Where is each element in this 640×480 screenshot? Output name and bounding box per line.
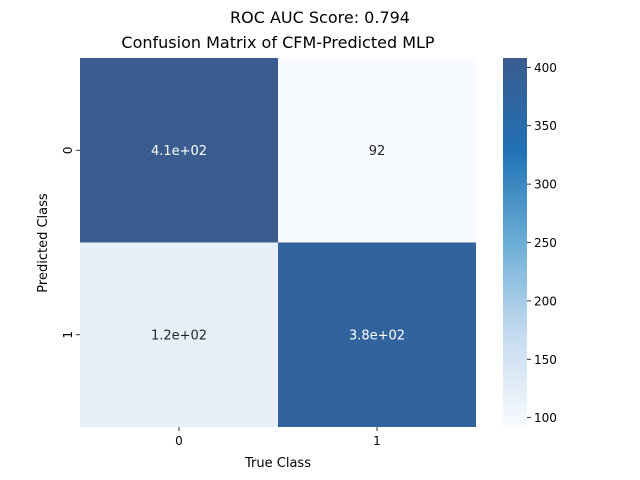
cell-annotation-1-0: 1.2e+02	[151, 328, 207, 343]
colorbar-tick-label: 400	[534, 61, 557, 75]
colorbar-tick-label: 250	[534, 236, 557, 250]
y-axis: 01	[61, 146, 80, 339]
y-axis-label: Predicted Class	[36, 193, 51, 293]
cell-annotations: 4.1e+02 92 1.2e+02 3.8e+02	[151, 144, 405, 344]
cell-annotation-0-0: 4.1e+02	[151, 144, 207, 159]
colorbar-tick-label: 100	[534, 411, 557, 425]
colorbar-tick-label: 200	[534, 294, 557, 308]
colorbar-tick-label: 300	[534, 178, 557, 192]
x-tick-label: 1	[373, 434, 381, 448]
heatmap-cells	[80, 58, 476, 427]
colorbar-tick-label: 350	[534, 119, 557, 133]
cell-annotation-1-1: 3.8e+02	[349, 328, 405, 343]
chart-title: Confusion Matrix of CFM-Predicted MLP	[121, 33, 435, 52]
heatmap-cell-1-0	[80, 242, 278, 427]
heatmap-cell-0-1	[278, 58, 476, 243]
x-axis-label: True Class	[244, 456, 311, 471]
suptitle: ROC AUC Score: 0.794	[230, 8, 410, 27]
y-tick-label: 1	[61, 331, 75, 339]
colorbar-ticks: 100 150 200 250 300 350 400	[527, 61, 557, 425]
x-tick-label: 0	[175, 434, 183, 448]
colorbar-tick-label: 150	[534, 353, 557, 367]
heatmap-cell-1-1	[278, 242, 476, 427]
colorbar	[503, 58, 527, 427]
heatmap-cell-0-0	[80, 58, 278, 243]
cell-annotation-0-1: 92	[369, 144, 386, 159]
y-tick-label: 0	[61, 146, 75, 154]
